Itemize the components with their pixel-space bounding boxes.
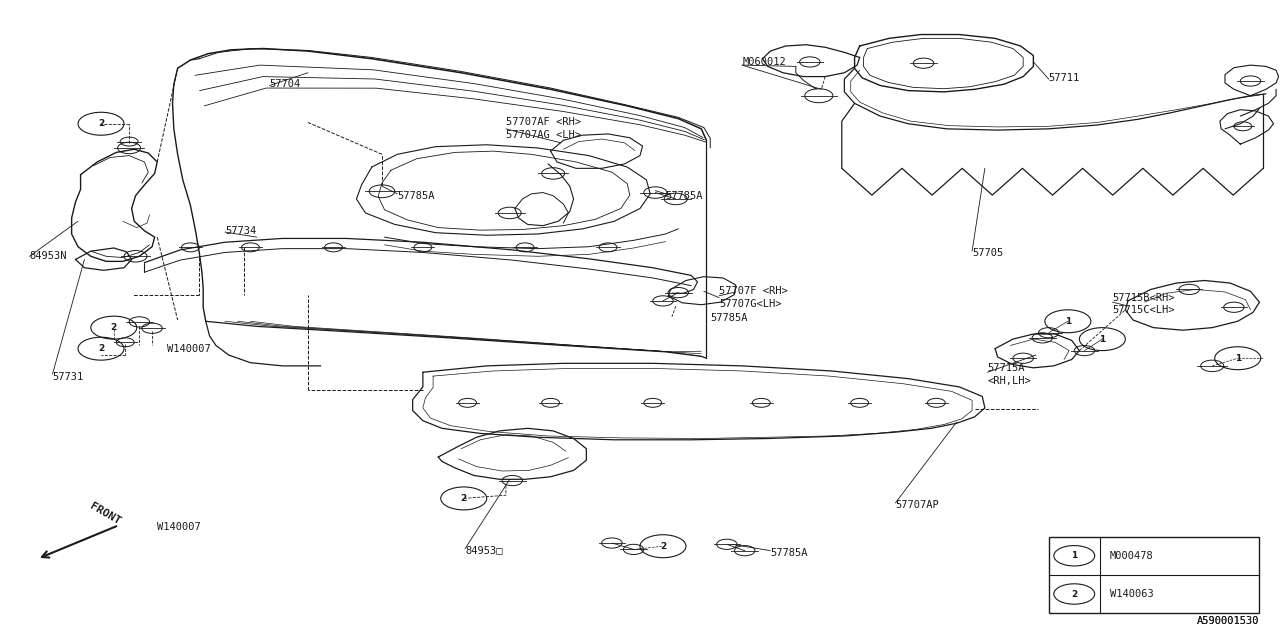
Text: 57785A: 57785A bbox=[771, 548, 808, 557]
Text: 2: 2 bbox=[110, 323, 116, 332]
Text: 2: 2 bbox=[97, 344, 104, 353]
Text: 1: 1 bbox=[1065, 317, 1071, 326]
Text: 57705: 57705 bbox=[972, 248, 1004, 258]
Text: 57715C<LH>: 57715C<LH> bbox=[1112, 305, 1175, 316]
Text: FRONT: FRONT bbox=[88, 502, 123, 527]
Text: 57731: 57731 bbox=[52, 372, 83, 382]
Text: M060012: M060012 bbox=[742, 57, 786, 67]
Text: 2: 2 bbox=[660, 541, 666, 550]
Text: 57785A: 57785A bbox=[397, 191, 435, 201]
Text: 57734: 57734 bbox=[225, 226, 256, 236]
Text: 84953□: 84953□ bbox=[465, 546, 503, 556]
Text: 57704: 57704 bbox=[270, 79, 301, 89]
Text: W140063: W140063 bbox=[1110, 589, 1153, 599]
Text: 1: 1 bbox=[1100, 335, 1106, 344]
Text: 2: 2 bbox=[461, 494, 467, 503]
Text: 57707AG <LH>: 57707AG <LH> bbox=[506, 130, 581, 140]
Text: 57785A: 57785A bbox=[666, 191, 703, 201]
Text: <RH,LH>: <RH,LH> bbox=[987, 376, 1032, 385]
Text: W140007: W140007 bbox=[168, 344, 211, 354]
Text: 1: 1 bbox=[1235, 354, 1240, 363]
Text: 57707F <RH>: 57707F <RH> bbox=[719, 286, 788, 296]
Text: 57785A: 57785A bbox=[710, 313, 748, 323]
Text: 1: 1 bbox=[1071, 551, 1078, 560]
Text: 84953N: 84953N bbox=[29, 252, 67, 261]
Text: 57711: 57711 bbox=[1048, 73, 1080, 83]
Text: 57715B<RH>: 57715B<RH> bbox=[1112, 292, 1175, 303]
Text: W140007: W140007 bbox=[157, 522, 201, 532]
Text: A590001530: A590001530 bbox=[1197, 616, 1260, 626]
Text: 57707G<LH>: 57707G<LH> bbox=[719, 299, 782, 309]
Text: 57707AF <RH>: 57707AF <RH> bbox=[506, 118, 581, 127]
Text: 2: 2 bbox=[97, 119, 104, 128]
Text: 2: 2 bbox=[1071, 589, 1078, 598]
Text: A590001530: A590001530 bbox=[1197, 616, 1260, 626]
Text: M000478: M000478 bbox=[1110, 551, 1153, 561]
Text: 57707AP: 57707AP bbox=[896, 500, 940, 510]
Text: 57715A: 57715A bbox=[987, 363, 1025, 372]
Bar bbox=[1048, 537, 1260, 613]
